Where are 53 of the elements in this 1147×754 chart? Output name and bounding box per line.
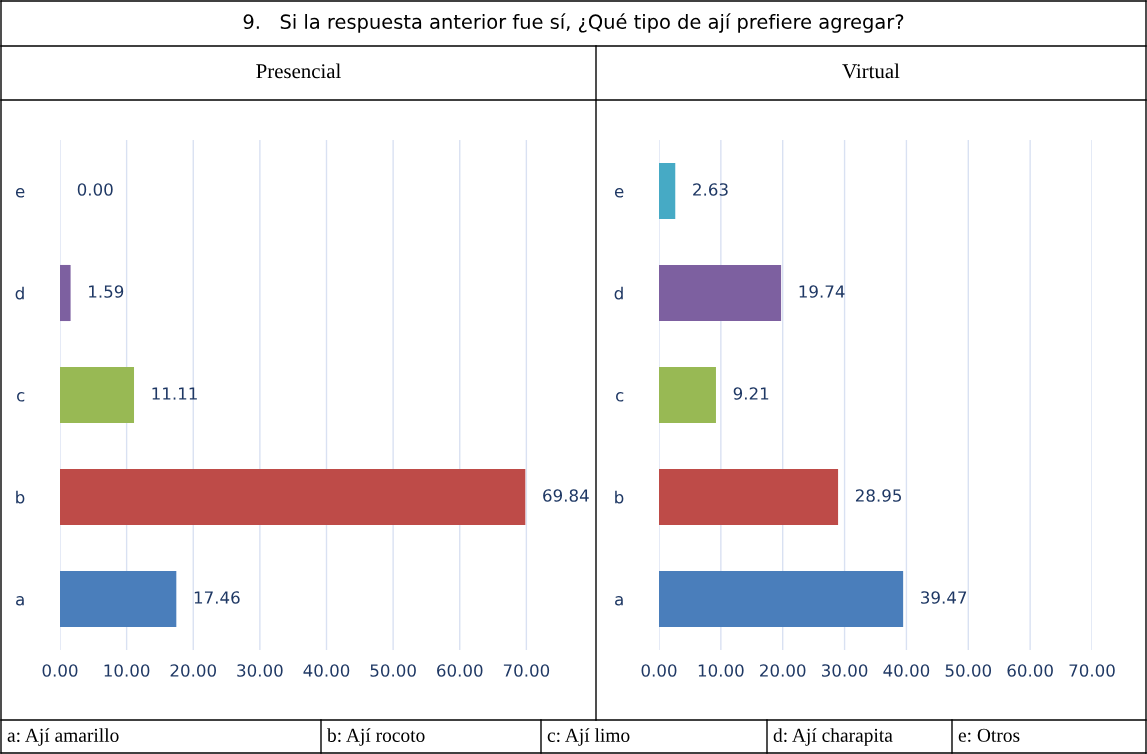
x-tick-label: 40.00 — [303, 664, 350, 677]
text: e: Otros — [958, 728, 1020, 742]
chart-subtitle: 9. Si la respuesta anterior fue sí, ¿Qué tipo de ají prefiere agregar? — [243, 13, 904, 33]
y-tick-label: b — [615, 490, 624, 504]
y-tick-label: a — [615, 596, 623, 606]
bar — [659, 570, 904, 628]
x-tick-label: 50.00 — [945, 664, 992, 677]
x-tick-label: 0.00 — [42, 664, 78, 677]
bar — [659, 162, 676, 220]
y-tick-label: d — [15, 286, 24, 300]
data-label: 0.00 — [77, 183, 113, 196]
y-tick-label: c — [17, 392, 25, 402]
data-label: 9.21 — [733, 387, 769, 400]
x-tick-label: 60.00 — [1007, 664, 1053, 677]
x-tick-label: 60.00 — [437, 664, 483, 677]
bar — [60, 366, 135, 424]
y-tick-label: e — [15, 188, 25, 198]
x-tick-label: 20.00 — [760, 664, 806, 677]
data-label: 19.74 — [799, 285, 845, 298]
text: b: Ají rocoto — [327, 728, 425, 746]
y-tick-label: c — [616, 392, 624, 402]
chart-title: Virtual — [842, 63, 900, 79]
data-label: 1.59 — [89, 285, 124, 298]
y-tick-label: d — [614, 286, 623, 300]
bar — [60, 570, 177, 628]
bar — [659, 264, 782, 322]
y-tick-label: b — [16, 490, 25, 504]
x-tick-label: 10.00 — [104, 664, 150, 677]
bar — [60, 468, 526, 526]
x-tick-label: 70.00 — [503, 664, 550, 677]
text: a: Ají amarillo — [7, 728, 119, 746]
x-tick-label: 40.00 — [883, 664, 930, 677]
data-label: 11.11 — [152, 387, 197, 400]
data-label: 39.47 — [921, 591, 967, 604]
x-tick-label: 10.00 — [698, 664, 744, 677]
x-tick-label: 30.00 — [237, 664, 283, 677]
bar — [659, 468, 839, 526]
y-tick-label: e — [614, 188, 624, 198]
x-tick-label: 20.00 — [170, 664, 216, 677]
bar — [659, 366, 716, 424]
data-label: 2.63 — [693, 183, 728, 196]
data-label: 69.84 — [543, 489, 589, 502]
x-tick-label: 50.00 — [370, 664, 416, 677]
text: c: Ají limo — [547, 728, 630, 746]
y-tick-label: a — [16, 596, 24, 606]
chart-title: Presencial — [256, 63, 341, 79]
text: d: Ají charapita — [773, 728, 893, 746]
data-label: 28.95 — [855, 489, 901, 502]
data-label: 17.46 — [194, 591, 240, 604]
x-tick-label: 0.00 — [641, 664, 677, 677]
x-tick-label: 30.00 — [821, 664, 868, 677]
x-tick-label: 70.00 — [1069, 664, 1115, 677]
bar — [60, 264, 71, 322]
